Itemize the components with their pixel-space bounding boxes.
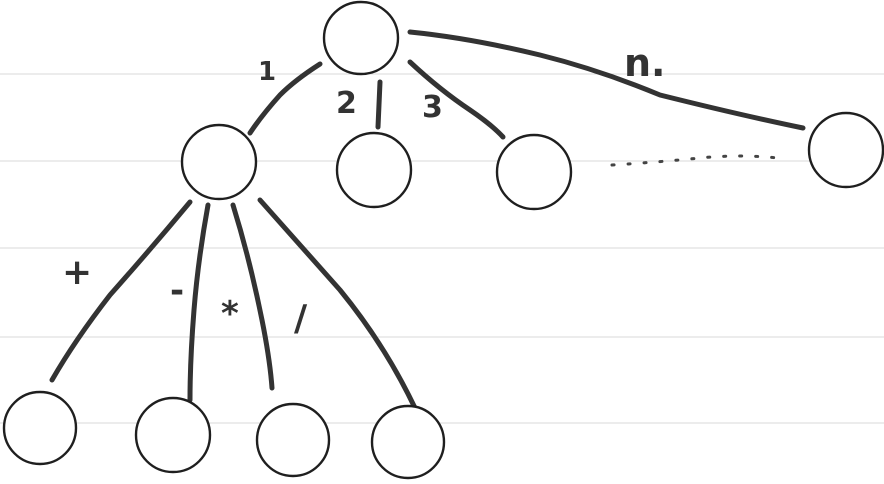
ruled-lines: [0, 73, 884, 424]
leaf-node-2: [134, 396, 212, 474]
edge-label-1: 1: [258, 57, 276, 87]
leaf-node-4: [370, 404, 446, 480]
edge-label-2: 2: [336, 86, 357, 121]
leaf-node-1: [2, 390, 78, 466]
edge-root-to-child-3: [407, 59, 506, 140]
edge-child1-to-leaf-4: [257, 197, 418, 411]
edge-label-minus: -: [170, 271, 184, 311]
root-edges: [247, 29, 806, 167]
child-node-n: [807, 111, 884, 189]
edge-label-3: 3: [422, 90, 443, 125]
edge-label-divide: /: [294, 298, 308, 339]
edge-child1-to-leaf-2: [187, 202, 211, 403]
edge-labels: 1 2 3 n. + - * /: [62, 41, 666, 339]
leaf-node-3: [255, 402, 331, 478]
edge-child1-to-leaf-1: [49, 199, 193, 383]
edge-root-to-child-n: [407, 29, 806, 131]
child-node-1: [180, 123, 258, 201]
edge-root-to-child-1: [247, 61, 323, 136]
child-edges: [49, 197, 418, 411]
root-node: [322, 0, 400, 76]
edge-label-times: *: [221, 294, 239, 334]
edge-root-to-child-2: [375, 79, 383, 130]
child-node-3: [495, 133, 573, 211]
edge-label-plus: +: [62, 252, 92, 293]
edge-child1-to-leaf-3: [230, 202, 275, 391]
child-node-2: [335, 131, 413, 209]
edge-label-n: n.: [624, 41, 666, 85]
